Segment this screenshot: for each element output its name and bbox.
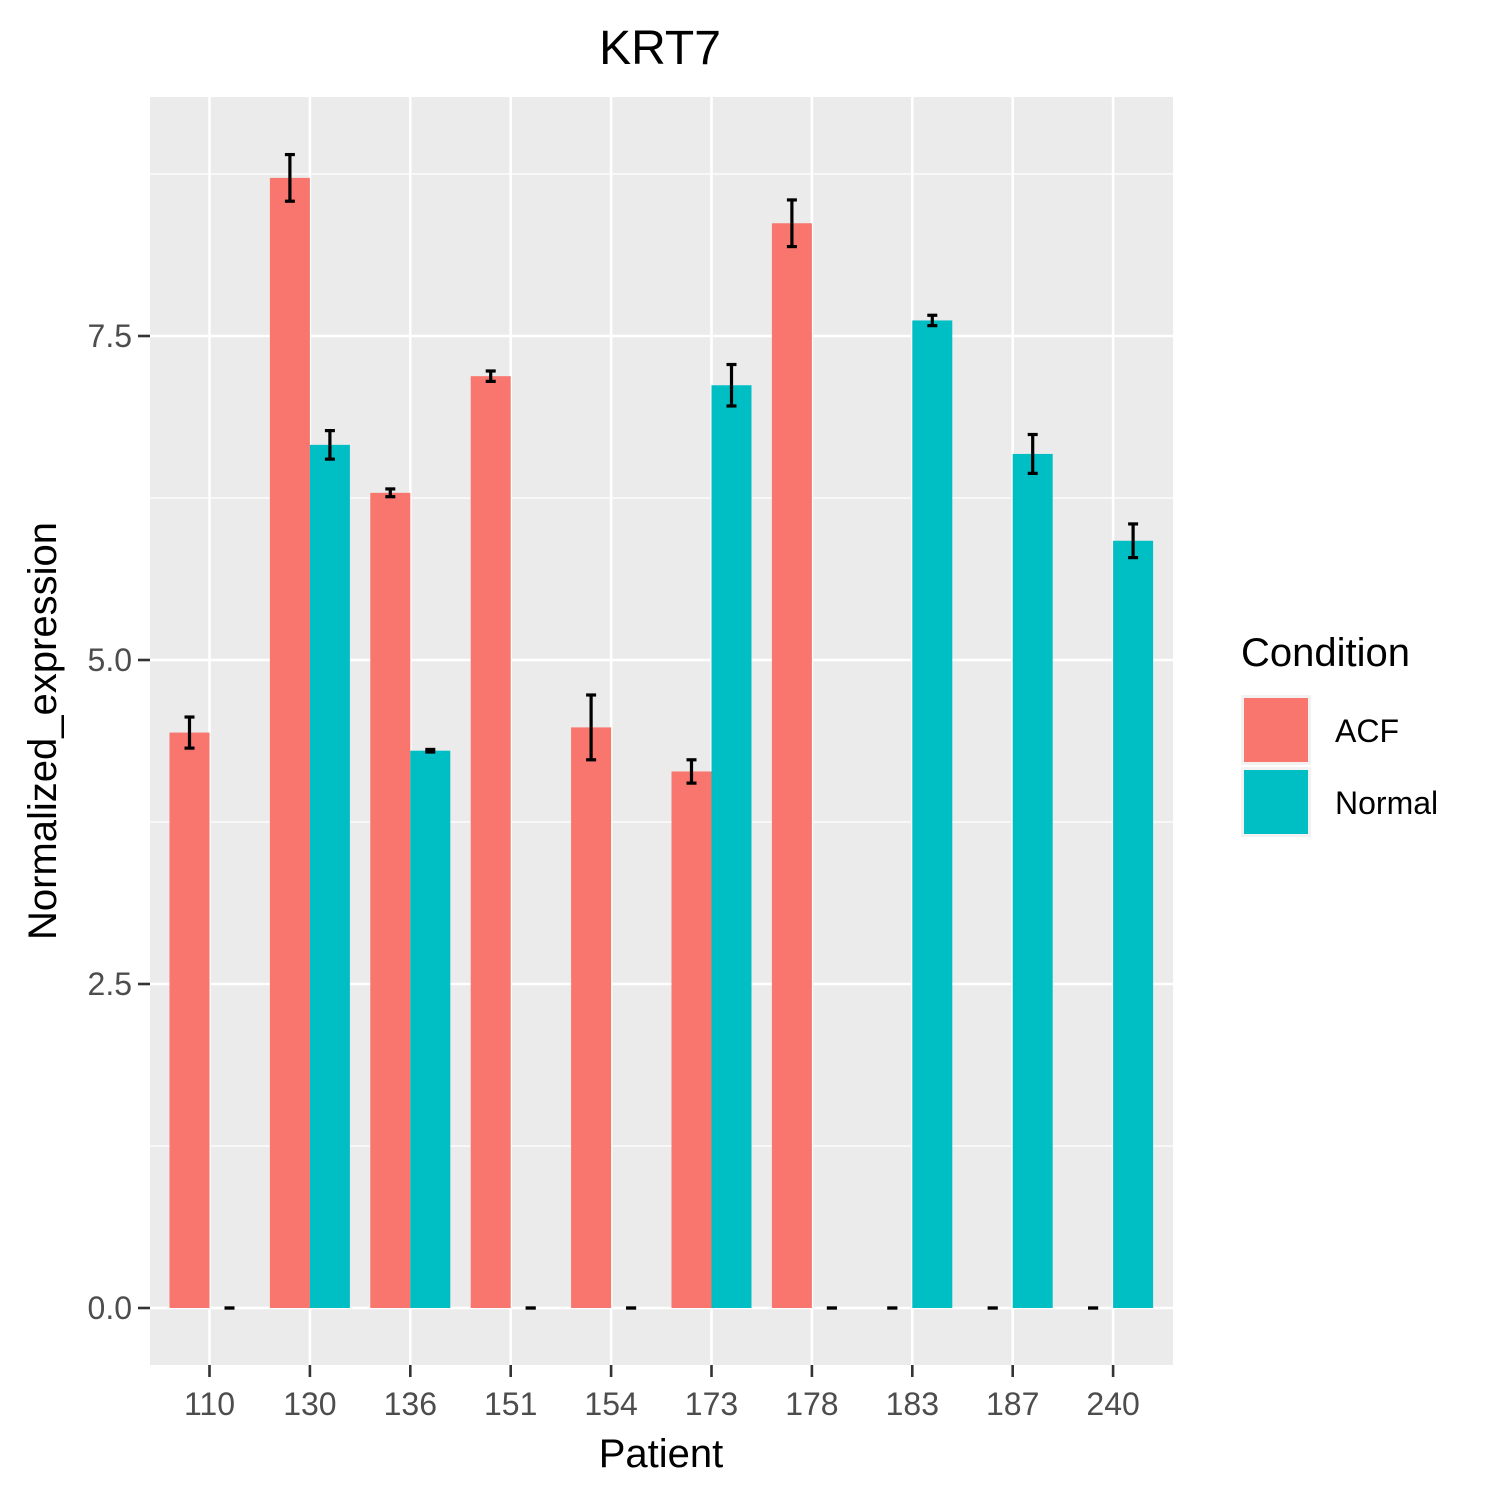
legend-title: Condition [1241, 631, 1410, 675]
x-tick-label: 136 [384, 1386, 437, 1422]
error-bar-normal-173 [726, 362, 737, 408]
x-tick-label: 240 [1086, 1386, 1139, 1422]
bar-acf-110 [169, 732, 210, 1308]
legend-swatch-normal [1244, 770, 1308, 834]
chart-title: KRT7 [599, 22, 721, 75]
y-axis-title: Normalized_expression [21, 522, 65, 940]
bar-acf-136 [370, 492, 411, 1308]
error-bar-acf-110 [184, 715, 195, 750]
error-bar-normal-240 [1128, 522, 1139, 560]
y-tick-label: 5.0 [88, 642, 132, 678]
error-bar-acf-136 [385, 487, 396, 499]
x-tick-label: 187 [986, 1386, 1039, 1422]
bar-normal-183 [912, 320, 953, 1308]
error-bar-acf-173 [686, 758, 697, 785]
bar-normal-136 [410, 750, 451, 1308]
legend-item-normal: Normal [1241, 767, 1438, 837]
bar-acf-173 [671, 771, 712, 1308]
error-bar-normal-187 [1027, 432, 1038, 475]
bar-normal-173 [711, 385, 752, 1308]
legend: Condition ACF Normal [1241, 631, 1438, 837]
error-bar-acf-130 [284, 152, 295, 203]
x-axis: 110 130 136 151 154 173 178 183 187 240 [184, 1365, 1140, 1422]
x-tick-label: 151 [484, 1386, 537, 1422]
x-tick-label: 154 [584, 1386, 637, 1422]
error-bar-acf-178 [786, 198, 797, 249]
bar-acf-130 [269, 177, 310, 1309]
x-tick-label: 110 [184, 1386, 235, 1422]
error-bar-normal-183 [927, 313, 938, 328]
error-bar-normal-136 [425, 747, 436, 754]
bar-normal-187 [1012, 453, 1053, 1308]
legend-item-acf: ACF [1241, 695, 1399, 765]
x-axis-title: Patient [599, 1432, 724, 1476]
error-bar-acf-154 [586, 693, 597, 762]
legend-label-acf: ACF [1335, 713, 1399, 749]
x-tick-label: 183 [886, 1386, 939, 1422]
y-tick-label: 0.0 [88, 1290, 132, 1326]
x-tick-label: 178 [785, 1386, 838, 1422]
legend-swatch-acf [1244, 698, 1308, 762]
legend-label-normal: Normal [1335, 785, 1438, 821]
bar-acf-151 [470, 376, 511, 1308]
error-bar-normal-130 [324, 429, 335, 461]
bar-normal-240 [1113, 540, 1154, 1308]
x-tick-label: 130 [283, 1386, 336, 1422]
bar-acf-178 [771, 223, 812, 1308]
y-axis: 0.0 2.5 5.0 7.5 [88, 318, 150, 1326]
error-bar-acf-151 [485, 369, 496, 383]
y-tick-label: 2.5 [88, 966, 132, 1002]
y-tick-label: 7.5 [88, 318, 132, 354]
error-bars [184, 152, 1139, 1310]
bars [169, 177, 1154, 1309]
bar-normal-130 [309, 444, 350, 1308]
x-tick-label: 173 [685, 1386, 738, 1422]
bar-acf-154 [571, 727, 612, 1308]
